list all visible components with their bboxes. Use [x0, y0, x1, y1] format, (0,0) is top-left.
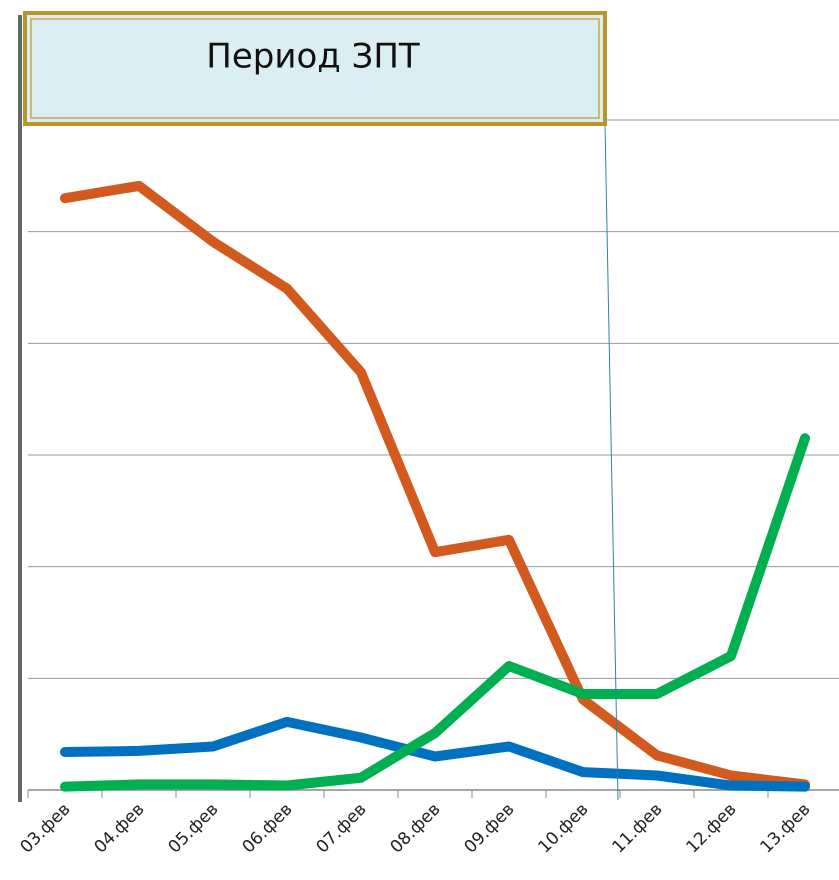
- series-line: [60, 716, 810, 792]
- x-tick-label: 03.фев: [17, 799, 75, 857]
- x-tick-label: 13.фев: [757, 799, 815, 857]
- x-tick-label: 07.фев: [313, 799, 371, 857]
- period-marker: [604, 124, 619, 801]
- x-tick-label: 04.фев: [91, 799, 149, 857]
- x-tick-label: 10.фев: [535, 799, 593, 857]
- x-tick-label: 11.фев: [609, 799, 667, 857]
- x-tick-label: 09.фев: [461, 799, 519, 857]
- x-tick-label: 05.фев: [165, 799, 223, 857]
- plot-area: 03.фев 04.фев 05.фев 06.фев 07.фев 08.фев 09.ф…: [17, 119, 839, 857]
- x-tick-label: 08.фев: [387, 799, 445, 857]
- x-tick-label: 06.фев: [239, 799, 297, 857]
- title-box: [23, 11, 607, 126]
- series-line: [60, 180, 810, 790]
- series-line: [60, 433, 810, 792]
- x-tick-label: 12.фев: [683, 799, 741, 857]
- chart-title: Период ЗПТ: [206, 37, 420, 77]
- title-box-inner: [30, 18, 600, 119]
